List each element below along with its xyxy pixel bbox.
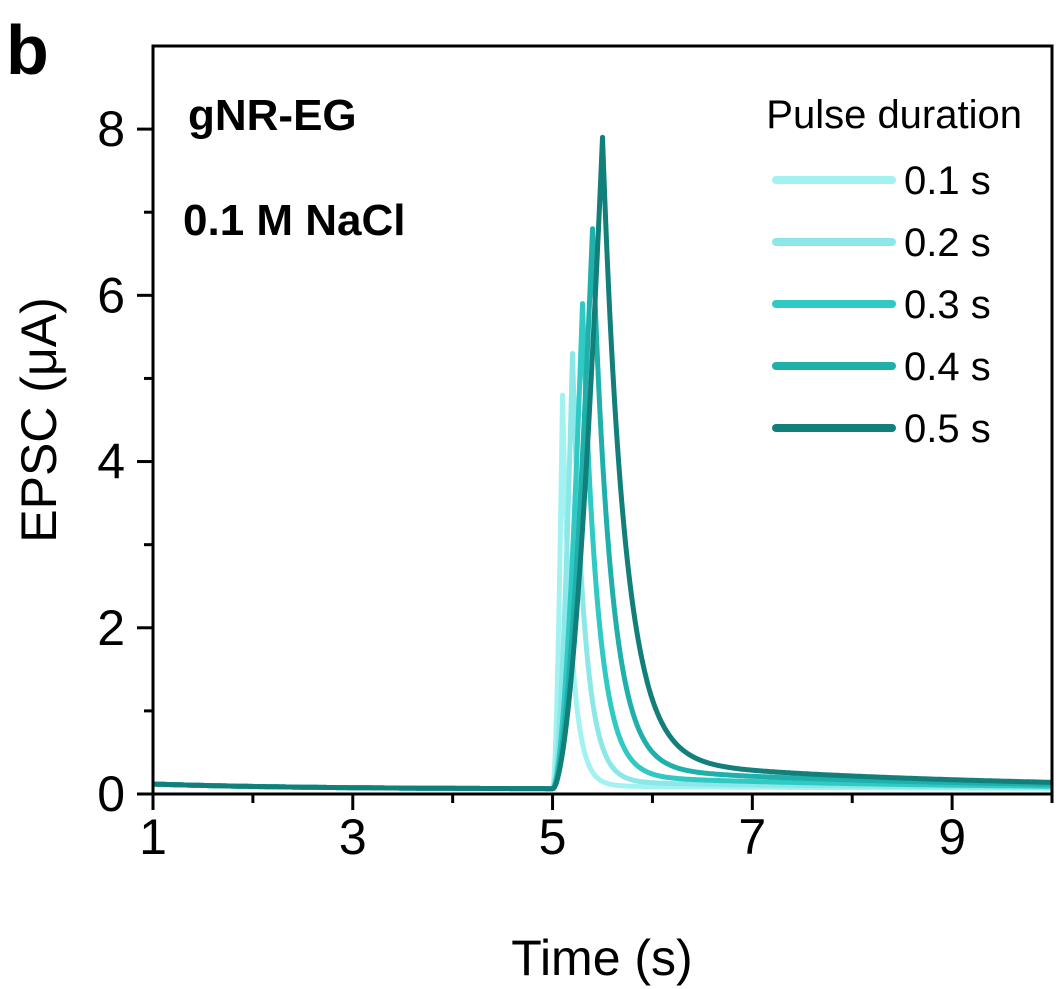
x-axis-ticks: 1 3 5 7 9 xyxy=(139,794,1054,865)
legend: Pulse duration 0.1 s 0.2 s 0.3 s 0.4 s 0.5 s xyxy=(766,93,1022,451)
legend-label: 0.1 s xyxy=(904,159,991,203)
series-line-5 xyxy=(151,134,1054,792)
legend-title: Pulse duration xyxy=(766,93,1022,137)
panel-label: b xyxy=(6,11,49,89)
y-tick-label: 2 xyxy=(97,600,125,656)
legend-label: 0.3 s xyxy=(904,283,991,327)
x-tick-label: 7 xyxy=(738,809,766,865)
legend-label: 0.2 s xyxy=(904,221,991,265)
x-axis-label: Time (s) xyxy=(511,930,692,986)
material-annotation: gNR-EG xyxy=(188,91,357,140)
x-tick-label: 9 xyxy=(938,809,966,865)
legend-label: 0.5 s xyxy=(904,407,991,451)
plot-lines xyxy=(151,134,1054,792)
electrolyte-annotation: 0.1 M NaCl xyxy=(183,196,406,245)
x-tick-label: 3 xyxy=(339,809,367,865)
plot-frame xyxy=(151,44,1054,796)
y-tick-label: 6 xyxy=(97,267,125,323)
x-tick-label: 1 xyxy=(139,809,167,865)
y-tick-label: 4 xyxy=(97,434,125,490)
y-tick-label: 8 xyxy=(97,101,125,157)
y-tick-label: 0 xyxy=(97,766,125,822)
y-axis-label: EPSC (μA) xyxy=(11,297,67,543)
x-tick-label: 5 xyxy=(539,809,567,865)
legend-label: 0.4 s xyxy=(904,345,991,389)
y-axis-ticks: 0 2 4 6 8 xyxy=(97,101,153,822)
